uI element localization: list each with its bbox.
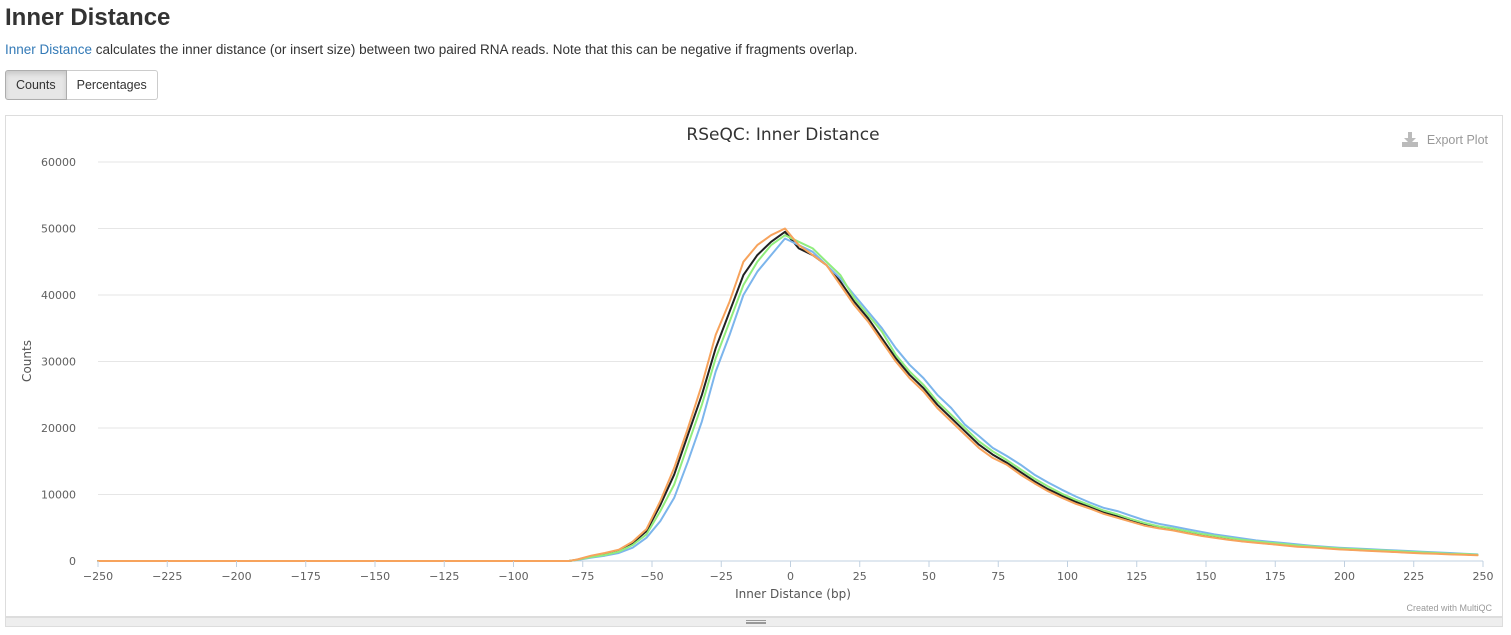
section-description: Inner Distance calculates the inner dist… [5, 40, 857, 60]
x-tick-label: 75 [991, 570, 1005, 583]
y-tick-label: 10000 [41, 489, 76, 502]
description-text: calculates the inner distance (or insert… [92, 42, 858, 57]
series-lines [97, 227, 1479, 562]
x-tick-label: 200 [1334, 570, 1355, 583]
percentages-button[interactable]: Percentages [66, 70, 158, 100]
y-tick-label: 60000 [41, 156, 76, 169]
multiqc-credit: Created with MultiQC [1406, 603, 1492, 613]
x-tick-label: 0 [787, 570, 794, 583]
page-title: Inner Distance [5, 4, 171, 31]
x-tick-label: −75 [571, 570, 594, 583]
x-tick-label: −175 [291, 570, 321, 583]
download-icon [1402, 132, 1418, 147]
grid-lines [98, 161, 1483, 562]
chart-title: RSeQC: Inner Distance [686, 125, 879, 145]
plot-container: −250 −225 −200 −175 −150 −125 −100 −75 −50 −25 0 25… [5, 115, 1503, 617]
y-tick-label: 30000 [41, 356, 76, 369]
x-axis-label: Inner Distance (bp) [735, 587, 851, 601]
x-axis: −250 −225 −200 −175 −150 −125 −100 −75 −50 −25 0 25… [83, 561, 1494, 583]
export-plot-button[interactable]: Export Plot [1402, 132, 1489, 147]
x-tick-label: −100 [498, 570, 528, 583]
x-tick-label: 125 [1126, 570, 1147, 583]
inner-distance-link[interactable]: Inner Distance [5, 42, 93, 57]
x-tick-label: 100 [1057, 570, 1078, 583]
x-tick-label: −200 [221, 570, 251, 583]
y-tick-label: 40000 [41, 289, 76, 302]
x-tick-label: −125 [429, 570, 459, 583]
export-plot-label: Export Plot [1427, 133, 1489, 147]
x-tick-label: −250 [83, 570, 113, 583]
series-line-1[interactable] [97, 230, 1479, 562]
x-tick-label: −50 [640, 570, 663, 583]
y-tick-label: 20000 [41, 422, 76, 435]
x-tick-label: 25 [853, 570, 867, 583]
series-line-3[interactable] [97, 234, 1479, 562]
data-toggle-group: Counts Percentages [5, 70, 158, 100]
x-tick-label: −150 [360, 570, 390, 583]
inner-distance-chart: −250 −225 −200 −175 −150 −125 −100 −75 −50 −25 0 25… [20, 125, 1494, 613]
x-tick-label: −25 [710, 570, 733, 583]
series-line-2[interactable] [97, 237, 1479, 562]
y-tick-label: 0 [69, 555, 76, 568]
x-tick-label: 225 [1403, 570, 1424, 583]
plot-resize-handle[interactable] [5, 617, 1503, 627]
x-tick-label: 50 [922, 570, 936, 583]
x-tick-label: 175 [1265, 570, 1286, 583]
x-tick-label: 150 [1196, 570, 1217, 583]
series-line-4[interactable] [97, 227, 1479, 562]
x-tick-label: −225 [152, 570, 182, 583]
y-axis: 0 10000 20000 30000 40000 50000 60000 [41, 156, 76, 568]
resize-grip-icon [746, 620, 766, 624]
y-tick-label: 50000 [41, 223, 76, 236]
y-axis-label: Counts [20, 340, 34, 382]
x-tick-label: 250 [1473, 570, 1494, 583]
counts-button[interactable]: Counts [5, 70, 67, 100]
